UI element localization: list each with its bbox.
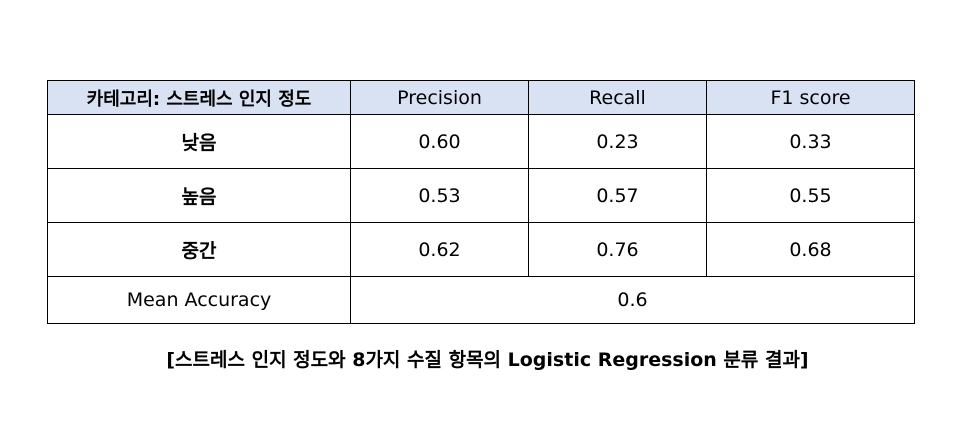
table-row: 중간 0.62 0.76 0.68 <box>47 222 915 277</box>
header-category: 카테고리: 스트레스 인지 정도 <box>47 80 351 115</box>
header-precision: Precision <box>350 80 529 115</box>
header-f1-score: F1 score <box>706 80 915 115</box>
mean-accuracy-row: Mean Accuracy 0.6 <box>47 276 915 324</box>
precision-value: 0.53 <box>350 168 529 223</box>
f1-value: 0.33 <box>706 114 915 169</box>
row-label: 낮음 <box>47 114 351 169</box>
table-caption: [스트레스 인지 정도와 8가지 수질 항목의 Logistic Regress… <box>166 349 809 371</box>
mean-accuracy-value: 0.6 <box>350 276 915 324</box>
header-recall: Recall <box>528 80 707 115</box>
results-table: 카테고리: 스트레스 인지 정도 Precision Recall F1 sco… <box>47 80 915 324</box>
table-header-row: 카테고리: 스트레스 인지 정도 Precision Recall F1 sco… <box>47 80 915 115</box>
f1-value: 0.68 <box>706 222 915 277</box>
table-row: 낮음 0.60 0.23 0.33 <box>47 114 915 169</box>
precision-value: 0.62 <box>350 222 529 277</box>
row-label: 높음 <box>47 168 351 223</box>
recall-value: 0.76 <box>528 222 707 277</box>
f1-value: 0.55 <box>706 168 915 223</box>
row-label: 중간 <box>47 222 351 277</box>
table-row: 높음 0.53 0.57 0.55 <box>47 168 915 223</box>
recall-value: 0.23 <box>528 114 707 169</box>
precision-value: 0.60 <box>350 114 529 169</box>
mean-accuracy-label: Mean Accuracy <box>47 276 351 324</box>
recall-value: 0.57 <box>528 168 707 223</box>
